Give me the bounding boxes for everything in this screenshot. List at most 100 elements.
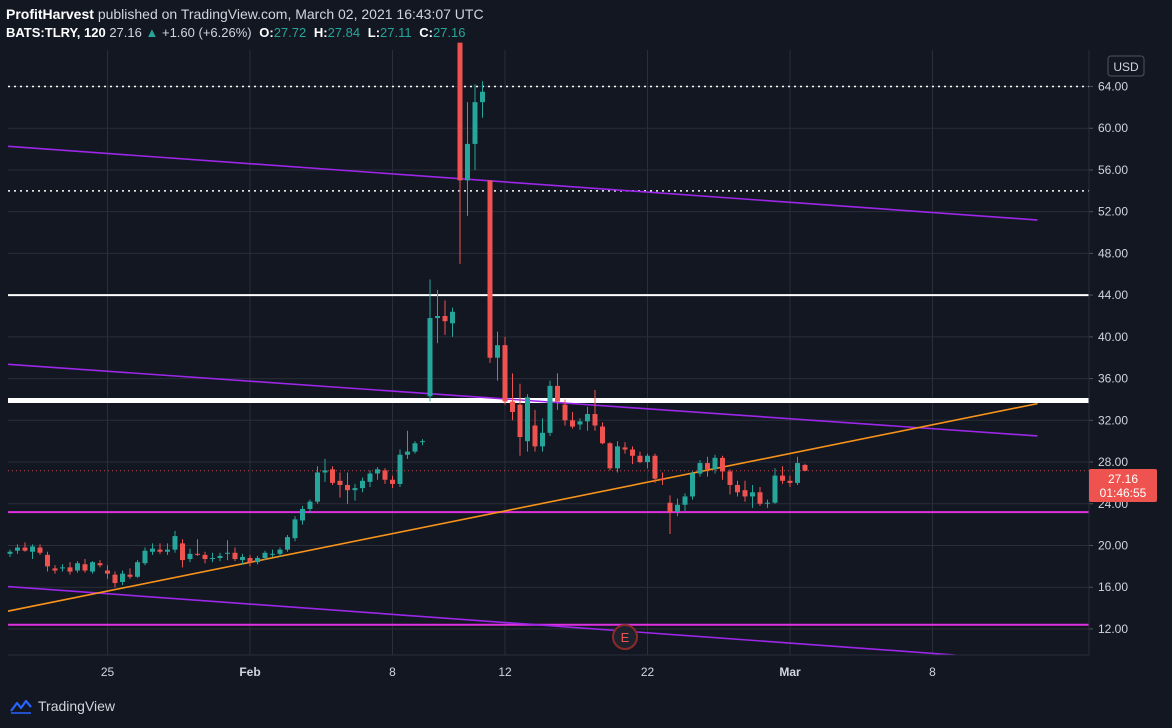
candle-body — [555, 385, 560, 402]
horizontal-levels — [8, 85, 1089, 626]
candle-body — [495, 345, 500, 358]
candle-body — [465, 143, 470, 181]
candle-body — [7, 551, 13, 554]
candle-body — [435, 315, 440, 319]
candle-body — [210, 557, 215, 560]
trend-line — [8, 145, 1038, 221]
candle-body — [300, 508, 305, 521]
candle-body — [360, 480, 365, 489]
author-name[interactable]: ProfitHarvest — [6, 6, 94, 22]
candle-body — [735, 484, 740, 493]
up-triangle-icon: ▲ — [145, 25, 159, 40]
candle-body — [390, 479, 395, 484]
candle-body — [645, 455, 650, 463]
candle-body — [105, 570, 110, 574]
candle-body — [60, 567, 65, 569]
price-axis[interactable]: 12.0016.0020.0024.0028.0032.0036.0040.00… — [1089, 80, 1128, 636]
candle-body — [667, 502, 673, 513]
candle-body — [690, 473, 695, 497]
candle-body — [622, 447, 628, 450]
price-tick-label: 12.00 — [1098, 622, 1128, 636]
bar-countdown: 01:46:55 — [1100, 486, 1147, 500]
candle-body — [217, 555, 223, 558]
close-value: 27.16 — [432, 25, 466, 40]
candle-body — [322, 470, 328, 473]
candle-body — [255, 557, 260, 563]
candle-body — [315, 472, 320, 502]
candle-body — [705, 463, 710, 470]
candle-body — [675, 504, 680, 513]
tradingview-branding[interactable]: TradingView — [10, 698, 115, 714]
candle-body — [30, 546, 35, 552]
candle-body — [510, 401, 515, 412]
time-tick-label: Feb — [239, 665, 260, 679]
candle-body — [270, 553, 275, 555]
candle-body — [795, 463, 800, 483]
candle-body — [37, 547, 43, 553]
candle-body — [427, 318, 433, 397]
candle-body — [450, 311, 455, 324]
price-tick-label: 44.00 — [1098, 288, 1128, 302]
time-tick-label: Mar — [779, 665, 801, 679]
open-label: O: — [259, 25, 274, 40]
candle-body — [15, 547, 20, 551]
price-change: +1.60 (+6.26%) — [161, 25, 252, 40]
last-price: 27.16 — [109, 25, 142, 40]
earnings-event-label: E — [621, 630, 630, 645]
price-tick-label: 40.00 — [1098, 330, 1128, 344]
price-tick-label: 48.00 — [1098, 246, 1128, 260]
tradingview-brand: TradingView — [38, 698, 116, 714]
candle-body — [180, 543, 185, 561]
candle-body — [630, 449, 635, 456]
candle-body — [727, 471, 733, 485]
candle-body — [757, 492, 763, 504]
time-tick-label: 25 — [101, 665, 115, 679]
candle-body — [697, 463, 703, 474]
candle-body — [172, 536, 178, 550]
earnings-event-marker[interactable]: E — [612, 624, 638, 650]
open-value: 27.72 — [273, 25, 307, 40]
candle-body — [615, 446, 620, 469]
candle-body — [442, 315, 448, 322]
candle-body — [457, 42, 463, 181]
candle-body — [517, 404, 523, 437]
candle-body — [82, 564, 88, 571]
candle-body — [712, 457, 718, 470]
candle-body — [765, 502, 770, 504]
candle-body — [187, 553, 193, 560]
candle-body — [120, 573, 125, 582]
candle-body — [307, 501, 313, 509]
last-price-badge: 27.16 01:46:55 — [1089, 469, 1157, 502]
candle-body — [412, 443, 418, 452]
candle-body — [240, 556, 245, 561]
candle-body — [277, 549, 283, 554]
candle-body — [562, 404, 568, 421]
candle-body — [285, 537, 290, 550]
low-label: L: — [367, 25, 381, 40]
time-axis[interactable]: 25 Feb 8 12 22 Mar 8 — [101, 665, 936, 679]
symbol-title[interactable]: BATS:TLRY, 120 — [6, 25, 106, 40]
candle-body — [682, 496, 688, 505]
price-tick-label: 56.00 — [1098, 163, 1128, 177]
candle-body — [262, 552, 268, 558]
candle-body — [195, 553, 200, 555]
candle-body — [750, 492, 755, 497]
candle-body — [157, 549, 163, 552]
currency-button[interactable]: USD — [1107, 55, 1145, 77]
published-text: published on TradingView.com, March 02, … — [97, 6, 484, 22]
price-tick-label: 60.00 — [1098, 121, 1128, 135]
candle-body — [540, 432, 545, 447]
candle-body — [52, 568, 58, 571]
price-tick-label: 32.00 — [1098, 413, 1128, 427]
price-tick-label: 28.00 — [1098, 455, 1128, 469]
candle-body — [532, 425, 538, 447]
high-value: 27.84 — [327, 25, 361, 40]
candle-body — [420, 441, 425, 443]
last-price-value: 27.16 — [1108, 472, 1138, 486]
candle-body — [742, 490, 748, 497]
currency-label: USD — [1113, 60, 1139, 74]
time-tick-label: 8 — [389, 665, 396, 679]
candle-body — [75, 563, 80, 571]
price-tick-label: 52.00 — [1098, 205, 1128, 219]
